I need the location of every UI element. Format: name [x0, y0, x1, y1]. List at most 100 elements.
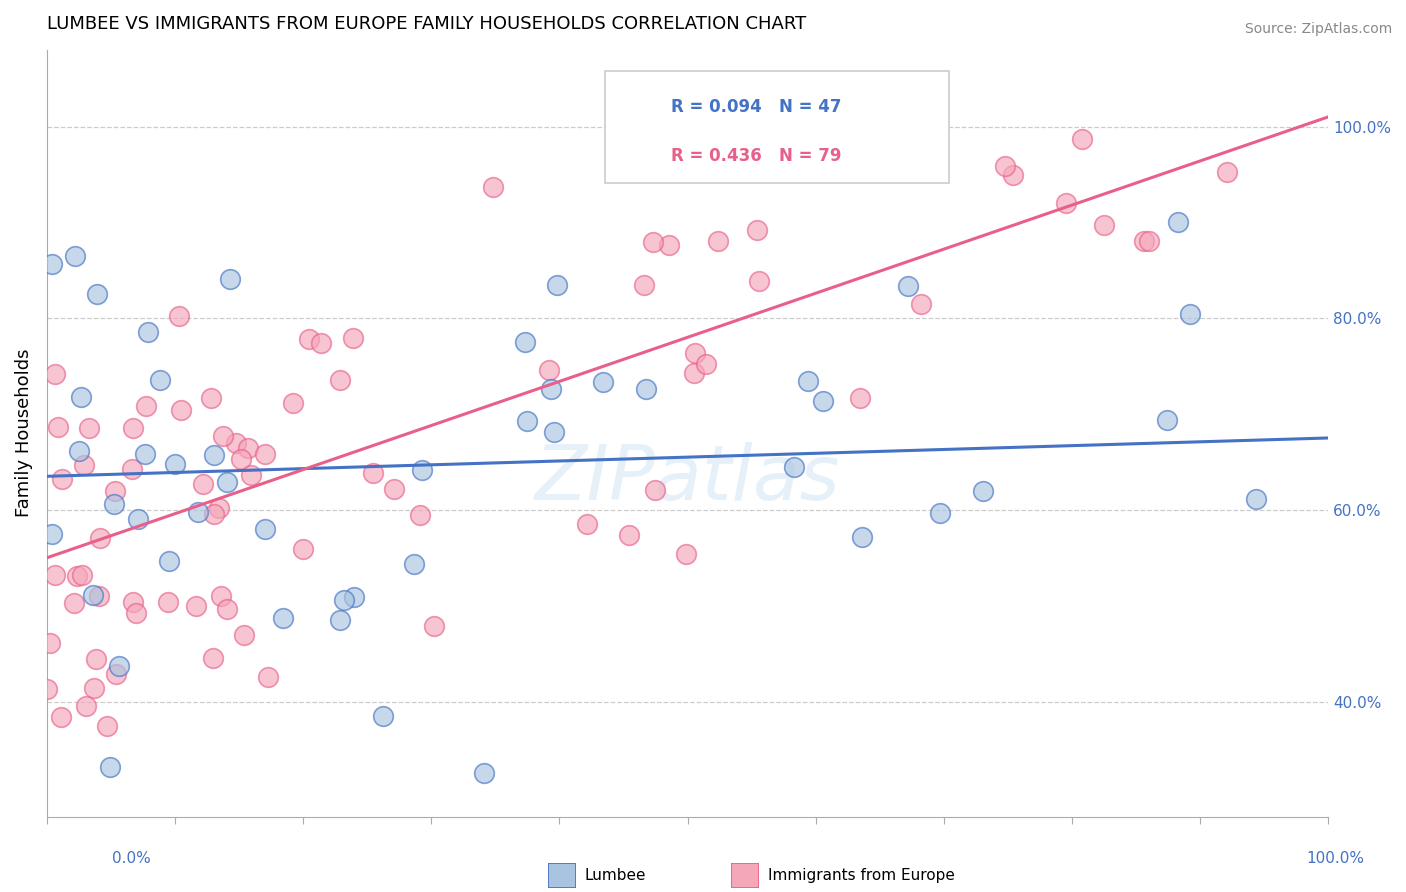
Point [634, 382, 657, 396]
Point [135, 400, 157, 414]
Point [65, 569, 87, 583]
Point [229, 452, 252, 467]
Point [633, 278, 655, 293]
Point [51, 472, 73, 486]
Point [108, 658, 131, 673]
Point [75, 699, 97, 714]
Point [217, 475, 239, 490]
Point [156, 595, 179, 609]
Point [849, 391, 872, 405]
Point [745, 223, 768, 237]
Point [44, 568, 66, 582]
Point [39, 636, 62, 650]
Point [343, 590, 366, 604]
Point [297, 332, 319, 346]
Point [910, 297, 932, 311]
Point [513, 335, 536, 350]
Point [89, 589, 111, 603]
Point [67, 443, 90, 458]
Point [994, 159, 1017, 173]
Point [51, 710, 73, 724]
Point [98, 760, 121, 774]
Point [283, 396, 305, 410]
Point [644, 483, 666, 498]
Point [83, 681, 105, 695]
Text: Immigrants from Europe: Immigrants from Europe [768, 869, 955, 883]
Point [41, 527, 63, 541]
Point [186, 599, 208, 613]
Point [63, 249, 86, 263]
Text: 100.0%: 100.0% [1306, 851, 1364, 865]
Point [291, 541, 314, 556]
Point [411, 463, 433, 477]
Point [62, 596, 84, 610]
Point [253, 522, 276, 536]
Point [695, 358, 717, 372]
Point [592, 375, 614, 389]
Point [1094, 219, 1116, 233]
Point [70, 568, 93, 582]
Point [972, 484, 994, 499]
Point [204, 507, 226, 521]
Point [253, 447, 276, 461]
Point [811, 393, 834, 408]
Point [41, 257, 63, 271]
Point [191, 476, 214, 491]
Point [797, 374, 820, 388]
Point [96, 719, 118, 733]
Point [44, 367, 66, 381]
Point [167, 309, 190, 323]
Point [1167, 215, 1189, 229]
Point [382, 482, 405, 496]
Point [200, 391, 222, 405]
Point [219, 271, 242, 285]
Point [136, 326, 159, 340]
Point [897, 278, 920, 293]
Point [929, 506, 952, 520]
Text: Source: ZipAtlas.com: Source: ZipAtlas.com [1244, 22, 1392, 37]
Point [73, 458, 96, 472]
Point [373, 708, 395, 723]
Point [309, 336, 332, 351]
Point [202, 651, 225, 665]
Point [1133, 234, 1156, 248]
Point [675, 548, 697, 562]
Point [329, 613, 352, 627]
Point [273, 611, 295, 625]
Point [240, 468, 263, 483]
Point [1002, 168, 1025, 182]
Point [77, 421, 100, 435]
Point [212, 428, 235, 442]
Point [209, 589, 232, 603]
Point [46, 420, 69, 434]
Y-axis label: Family Households: Family Households [15, 349, 32, 517]
Point [707, 234, 730, 248]
Point [208, 501, 231, 516]
Point [121, 421, 143, 435]
Text: 0.0%: 0.0% [112, 851, 152, 865]
Point [86, 287, 108, 301]
Point [125, 606, 148, 620]
Point [256, 670, 278, 684]
Point [1216, 165, 1239, 179]
Point [127, 512, 149, 526]
Point [37, 681, 59, 696]
Point [472, 766, 495, 780]
Point [782, 460, 804, 475]
Point [423, 619, 446, 633]
Point [409, 508, 432, 522]
Point [1244, 491, 1267, 506]
Point [1071, 132, 1094, 146]
Point [232, 627, 254, 641]
Point [84, 652, 107, 666]
Point [1054, 196, 1077, 211]
Point [121, 462, 143, 476]
Point [748, 274, 770, 288]
Text: LUMBEE VS IMMIGRANTS FROM EUROPE FAMILY HOUSEHOLDS CORRELATION CHART: LUMBEE VS IMMIGRANTS FROM EUROPE FAMILY … [46, 15, 806, 33]
Point [537, 362, 560, 376]
Point [682, 367, 704, 381]
Point [658, 237, 681, 252]
Point [236, 441, 259, 455]
Point [516, 414, 538, 428]
Point [576, 516, 599, 531]
